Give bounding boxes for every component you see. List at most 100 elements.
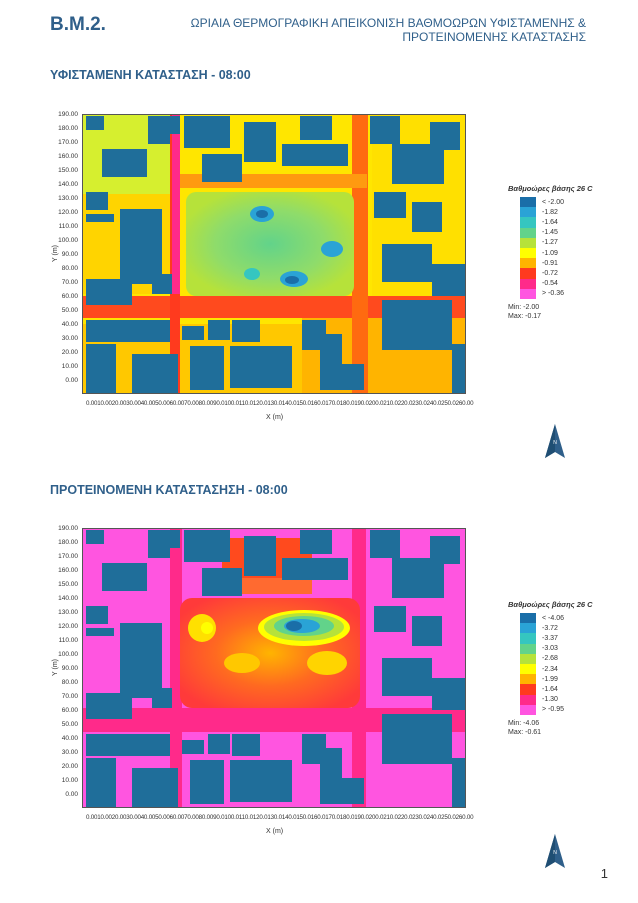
document-title-line-1: ΩΡΙΑΙΑ ΘΕΡΜΟΓΡΑΦΙΚΗ ΑΠΕΙΚΟΝΙΣΗ ΒΑΘΜΟΩΡΩΝ… bbox=[190, 16, 586, 30]
y-tick: 70.00 bbox=[61, 693, 78, 700]
legend-label: < -4.06 bbox=[542, 614, 564, 622]
legend-entry: > -0.95 bbox=[520, 704, 593, 715]
y-tick: 10.00 bbox=[61, 777, 78, 784]
legend-label: < -2.00 bbox=[542, 198, 564, 206]
legend-label: -1.64 bbox=[542, 685, 558, 693]
legend-label: -1.45 bbox=[542, 229, 558, 237]
y-tick: 30.00 bbox=[61, 749, 78, 756]
legend-entry: -1.45 bbox=[520, 227, 593, 238]
legend-label: -3.37 bbox=[542, 634, 558, 642]
legend-label: -1.27 bbox=[542, 239, 558, 247]
legend-swatch bbox=[520, 613, 536, 624]
legend-label: -1.99 bbox=[542, 675, 558, 683]
y-tick: 130.00 bbox=[58, 195, 78, 202]
y-tick: 60.00 bbox=[61, 293, 78, 300]
legend-swatch bbox=[520, 623, 536, 634]
legend-max: Max: -0.17 bbox=[508, 312, 542, 320]
y-tick: 80.00 bbox=[61, 679, 78, 686]
y-tick: 120.00 bbox=[58, 623, 78, 630]
legend-label: > -0.95 bbox=[542, 706, 564, 714]
document-code: B.M.2. bbox=[50, 14, 106, 35]
document-title-line-2: ΠΡΟΤΕΙΝΟΜΕΝΗΣ ΚΑΤΑΣΤΑΣΗΣ bbox=[402, 30, 586, 44]
legend-entry: -3.37 bbox=[520, 633, 593, 644]
legend-existing: Βαθμοώρες βάσης 26 C < -2.00 -1.82 -1.64… bbox=[508, 184, 593, 321]
legend-min: Min: -4.06 bbox=[508, 719, 540, 727]
y-axis-label-existing: Y (m) bbox=[52, 245, 59, 262]
legend-entry: -1.30 bbox=[520, 694, 593, 705]
legend-label: -1.09 bbox=[542, 249, 558, 257]
legend-entry: -3.72 bbox=[520, 623, 593, 634]
legend-swatch bbox=[520, 217, 536, 228]
x-axis-label-existing: X (m) bbox=[266, 414, 284, 421]
legend-proposed: Βαθμοώρες βάσης 26 C < -4.06 -3.72 -3.37… bbox=[508, 600, 593, 737]
legend-swatch bbox=[520, 684, 536, 695]
legend-entry: -2.68 bbox=[520, 653, 593, 664]
y-tick: 180.00 bbox=[58, 125, 78, 132]
legend-swatch bbox=[520, 674, 536, 685]
legend-scale: < -2.00 -1.82 -1.64 -1.45 -1.27 -1.09 -0… bbox=[520, 197, 593, 299]
north-label: N bbox=[553, 850, 557, 856]
legend-max: Max: -0.61 bbox=[508, 728, 542, 736]
document-title: ΩΡΙΑΙΑ ΘΕΡΜΟΓΡΑΦΙΚΗ ΑΠΕΙΚΟΝΙΣΗ ΒΑΘΜΟΩΡΩΝ… bbox=[156, 16, 586, 44]
section-title-existing: ΥΦΙΣΤΑΜΕΝΗ ΚΑΤΑΣΤΑΣΗ - 08:00 bbox=[50, 68, 251, 82]
legend-swatch bbox=[520, 247, 536, 259]
legend-swatch bbox=[520, 643, 536, 654]
legend-swatch bbox=[520, 653, 536, 664]
legend-entry: -0.72 bbox=[520, 268, 593, 279]
y-tick: 70.00 bbox=[61, 279, 78, 286]
legend-swatch bbox=[520, 694, 536, 705]
legend-minmax: Min: -4.06 Max: -0.61 bbox=[508, 719, 593, 737]
legend-entry: -1.82 bbox=[520, 207, 593, 218]
y-tick: 130.00 bbox=[58, 609, 78, 616]
legend-swatch bbox=[520, 258, 536, 269]
legend-entry: -1.27 bbox=[520, 237, 593, 248]
y-axis-label-proposed: Y (m) bbox=[52, 659, 59, 676]
legend-entry: -1.99 bbox=[520, 674, 593, 685]
legend-entry: -1.09 bbox=[520, 247, 593, 259]
x-axis-ticks-existing: 0.0010.0020.0030.0040.0050.0060.0070.008… bbox=[86, 400, 474, 407]
legend-entry: -1.64 bbox=[520, 684, 593, 695]
y-tick: 180.00 bbox=[58, 539, 78, 546]
legend-label: -0.54 bbox=[542, 280, 558, 288]
y-tick: 10.00 bbox=[61, 363, 78, 370]
legend-label: -2.68 bbox=[542, 655, 558, 663]
section-title-proposed: ΠΡΟΤΕΙΝΟΜΕΝΗ ΚΑΤΑΣΤΑΣΗΣΗ - 08:00 bbox=[50, 483, 288, 497]
legend-label: -1.82 bbox=[542, 208, 558, 216]
y-tick: 100.00 bbox=[58, 237, 78, 244]
legend-entry: -2.34 bbox=[520, 663, 593, 675]
legend-min: Min: -2.00 bbox=[508, 303, 540, 311]
y-tick: 60.00 bbox=[61, 707, 78, 714]
legend-label: -2.34 bbox=[542, 665, 558, 673]
y-tick: 0.00 bbox=[65, 377, 78, 384]
legend-entry: -1.64 bbox=[520, 217, 593, 228]
legend-swatch bbox=[520, 288, 536, 299]
y-tick: 90.00 bbox=[61, 251, 78, 258]
y-tick: 140.00 bbox=[58, 595, 78, 602]
legend-swatch bbox=[520, 268, 536, 279]
legend-title: Βαθμοώρες βάσης 26 C bbox=[508, 600, 593, 609]
legend-swatch bbox=[520, 633, 536, 644]
y-tick: 20.00 bbox=[61, 349, 78, 356]
thermal-map-proposed-image bbox=[82, 528, 466, 808]
y-tick: 190.00 bbox=[58, 111, 78, 118]
y-tick: 160.00 bbox=[58, 153, 78, 160]
legend-title: Βαθμοώρες βάσης 26 C bbox=[508, 184, 593, 193]
legend-label: -3.72 bbox=[542, 624, 558, 632]
north-arrow-icon: N bbox=[543, 834, 567, 870]
legend-label: -0.91 bbox=[542, 259, 558, 267]
y-tick: 50.00 bbox=[61, 307, 78, 314]
legend-swatch bbox=[520, 207, 536, 218]
legend-swatch bbox=[520, 237, 536, 248]
legend-swatch bbox=[520, 197, 536, 208]
thermal-map-proposed bbox=[82, 528, 466, 813]
y-tick: 100.00 bbox=[58, 651, 78, 658]
y-tick: 150.00 bbox=[58, 581, 78, 588]
y-tick: 40.00 bbox=[61, 321, 78, 328]
y-tick: 50.00 bbox=[61, 721, 78, 728]
legend-entry: < -2.00 bbox=[520, 197, 593, 208]
legend-swatch bbox=[520, 278, 536, 289]
y-tick: 80.00 bbox=[61, 265, 78, 272]
y-tick: 0.00 bbox=[65, 791, 78, 798]
legend-label: -0.72 bbox=[542, 269, 558, 277]
y-tick: 140.00 bbox=[58, 181, 78, 188]
